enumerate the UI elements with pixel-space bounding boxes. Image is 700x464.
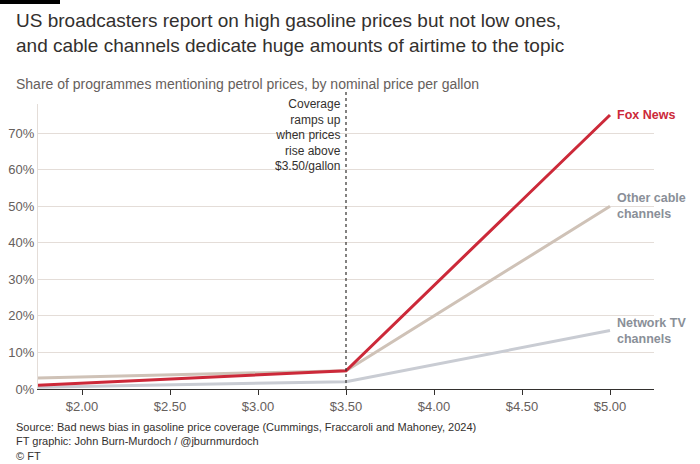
svg-text:Share of programmes mentioning: Share of programmes mentioning petrol pr…: [16, 76, 479, 92]
svg-text:60%: 60%: [8, 162, 34, 177]
svg-text:$5.00: $5.00: [594, 399, 627, 414]
svg-text:Network TVchannels: Network TVchannels: [617, 316, 686, 346]
svg-text:$3.50: $3.50: [330, 399, 363, 414]
svg-text:0%: 0%: [16, 382, 35, 397]
svg-text:$4.50: $4.50: [506, 399, 539, 414]
svg-text:40%: 40%: [8, 235, 34, 250]
svg-text:Source: Bad news bias in gasol: Source: Bad news bias in gasoline price …: [16, 421, 476, 462]
svg-text:50%: 50%: [8, 199, 34, 214]
svg-text:Other cablechannels: Other cablechannels: [617, 191, 686, 221]
svg-text:10%: 10%: [8, 345, 34, 360]
svg-text:Coverageramps upwhen pricesris: Coverageramps upwhen pricesrise above$3.…: [275, 97, 341, 173]
svg-text:$4.00: $4.00: [418, 399, 451, 414]
svg-text:$2.50: $2.50: [154, 399, 187, 414]
svg-text:30%: 30%: [8, 272, 34, 287]
svg-text:US broadcasters report on high: US broadcasters report on high gasoline …: [16, 10, 564, 56]
svg-text:$2.00: $2.00: [66, 399, 99, 414]
svg-text:20%: 20%: [8, 308, 34, 323]
svg-text:$3.00: $3.00: [242, 399, 275, 414]
svg-text:70%: 70%: [8, 126, 34, 141]
svg-text:Fox News: Fox News: [617, 108, 675, 122]
